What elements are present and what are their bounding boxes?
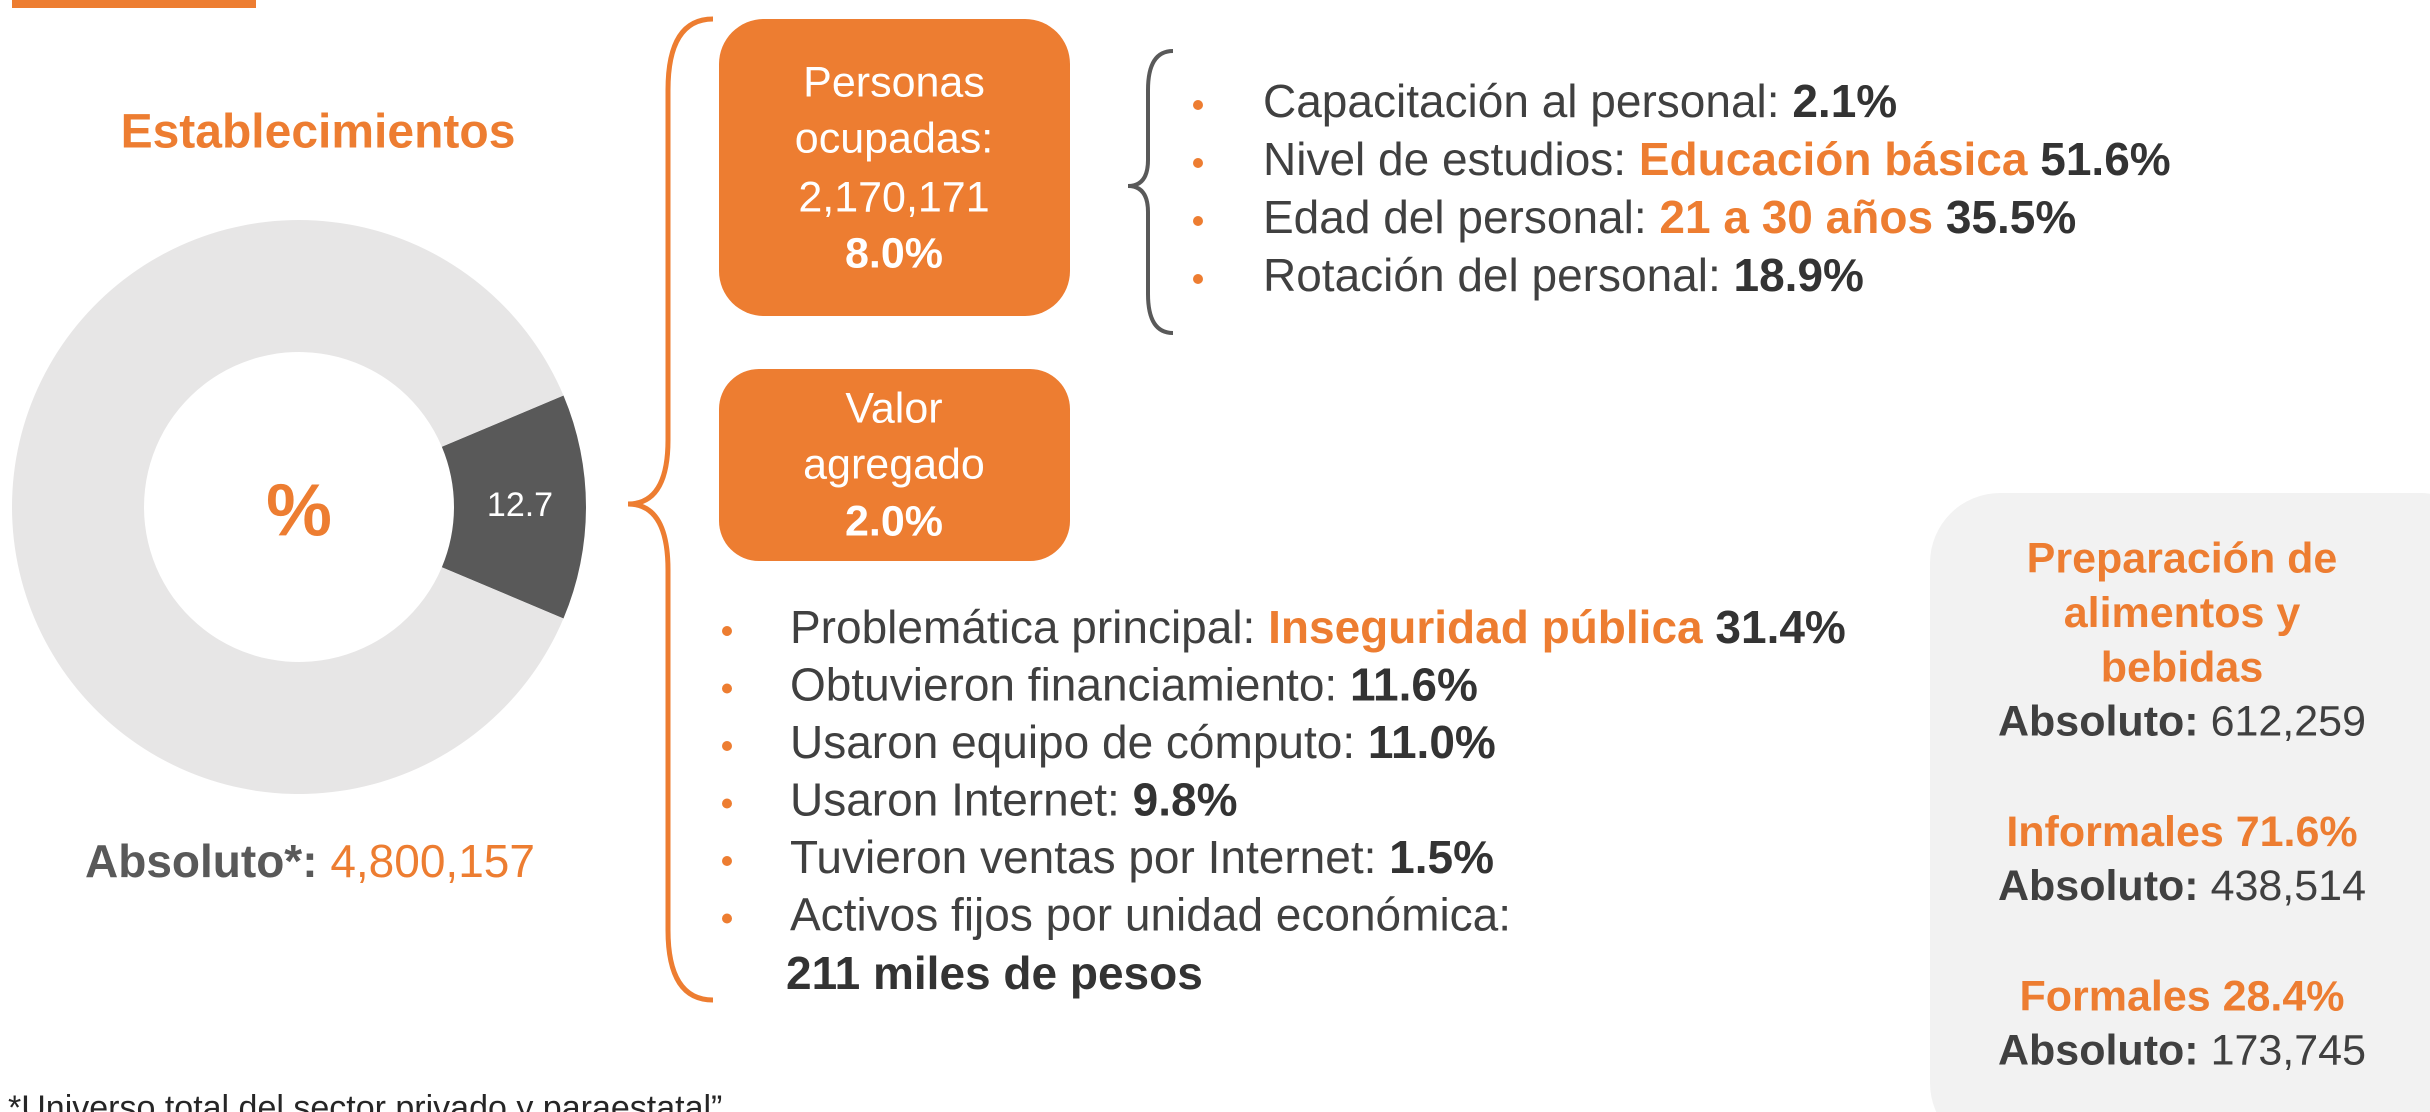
text-span: Absoluto*:	[85, 835, 318, 887]
panel-title: Informales 71.6%	[2006, 808, 2357, 856]
list-item: Edad del personal: 21 a 30 años 35.5%	[1263, 191, 2076, 243]
text-span: Edad del personal:	[1263, 191, 1647, 243]
text-span: Educación básica	[1639, 133, 2028, 185]
bullet	[1193, 158, 1203, 168]
panel-title: bebidas	[2101, 643, 2264, 691]
donut-slice	[441, 395, 586, 619]
box-text: 2.0%	[845, 497, 943, 545]
bullet	[722, 798, 732, 809]
panel-absolute: Absoluto: 173,745	[1998, 1027, 2366, 1075]
text-span: 9.8%	[1133, 774, 1238, 826]
text-span: Obtuvieron financiamiento:	[790, 659, 1337, 711]
list-item: Obtuvieron financiamiento: 11.6%	[790, 659, 1478, 711]
text-span: 18.9%	[1734, 249, 1864, 301]
text-span: 4,800,157	[330, 835, 535, 887]
slice-label: 12.7	[487, 486, 553, 524]
text-span: 438,514	[2211, 862, 2366, 910]
box-text: Personas	[803, 58, 985, 106]
bullet	[722, 626, 732, 636]
bullet	[1193, 100, 1203, 110]
text-span: 51.6%	[2040, 133, 2170, 185]
text-span: Problemática principal:	[790, 601, 1255, 653]
box-text: 8.0%	[845, 229, 943, 277]
text-span: Absoluto:	[1998, 1027, 2199, 1075]
text-span: 11.6%	[1350, 659, 1478, 711]
panel-title: alimentos y	[2064, 589, 2301, 637]
text-span: Activos fijos por unidad económica:	[790, 889, 1511, 941]
box-text: 2,170,171	[798, 173, 989, 221]
bullet	[722, 683, 732, 694]
text-span: 31.4%	[1715, 601, 1845, 653]
text-span: 21 a 30 años	[1659, 191, 1933, 243]
text-span: 35.5%	[1946, 191, 2076, 243]
bullet	[722, 913, 732, 924]
box-text: Valor	[845, 384, 942, 432]
list-item-value: 211 miles de pesos	[786, 947, 1203, 999]
list-item: Usaron Internet: 9.8%	[790, 774, 1237, 826]
bullet	[722, 856, 732, 866]
gray-brace	[1127, 49, 1174, 335]
text-span: 2.1%	[1792, 75, 1897, 127]
donut-slice	[12, 220, 564, 794]
list-item: Usaron equipo de cómputo: 11.0%	[790, 716, 1496, 768]
bullet	[722, 741, 732, 751]
panel-title: Preparación de	[2027, 534, 2338, 582]
list-item: Nivel de estudios: Educación básica 51.6…	[1263, 133, 2171, 185]
list-item: Tuvieron ventas por Internet: 1.5%	[790, 831, 1494, 883]
list-item: Problemática principal: Inseguridad públ…	[790, 601, 1846, 653]
text-span: Capacitación al personal:	[1263, 75, 1780, 127]
summary-panel	[1930, 493, 2430, 1112]
box	[719, 19, 1070, 316]
text-span: 211 miles de pesos	[786, 947, 1203, 999]
text-span: 612,259	[2211, 698, 2366, 746]
text-span: Nivel de estudios:	[1263, 133, 1626, 185]
accent-line	[12, 0, 256, 8]
text-span: Inseguridad pública	[1268, 601, 1703, 653]
box	[719, 369, 1070, 561]
title: Establecimientos	[121, 106, 516, 159]
box-text: agregado	[803, 440, 985, 488]
text-span: 1.5%	[1389, 831, 1494, 883]
box-text: ocupadas:	[795, 114, 993, 162]
list-item: Capacitación al personal: 2.1%	[1263, 75, 1897, 127]
text-span: Usaron Internet:	[790, 774, 1120, 826]
text-span: Tuvieron ventas por Internet:	[790, 831, 1376, 883]
text-span: Absoluto:	[1998, 862, 2199, 910]
orange-brace	[627, 16, 714, 1003]
text-span: 11.0%	[1368, 716, 1496, 768]
text-span: Rotación del personal:	[1263, 249, 1721, 301]
text-span: 173,745	[2211, 1027, 2366, 1075]
bullet	[1193, 274, 1203, 284]
list-item: Rotación del personal: 18.9%	[1263, 249, 1864, 301]
panel-absolute: Absoluto: 438,514	[1998, 862, 2366, 910]
footnote: *Universo total del sector privado y par…	[8, 1089, 722, 1112]
panel-title: Formales 28.4%	[2019, 972, 2344, 1020]
absolute: Absoluto*: 4,800,157	[85, 835, 535, 887]
text-span: Absoluto:	[1998, 698, 2199, 746]
bullet	[1193, 216, 1203, 226]
center-label: %	[266, 469, 332, 552]
list-item: Activos fijos por unidad económica:	[790, 889, 1511, 941]
text-span: Usaron equipo de cómputo:	[790, 716, 1355, 768]
panel-absolute: Absoluto: 612,259	[1998, 698, 2366, 746]
